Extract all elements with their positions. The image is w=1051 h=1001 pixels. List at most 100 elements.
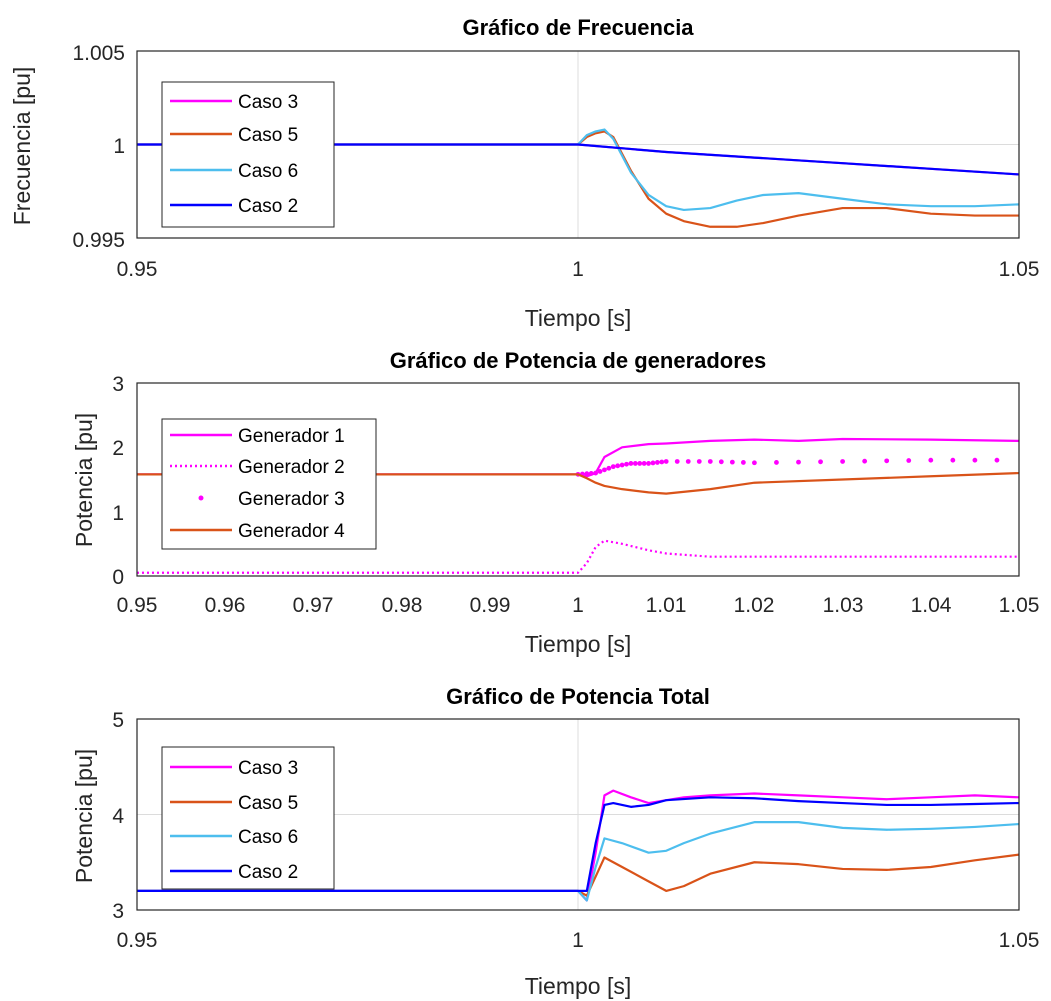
- series-point: [628, 461, 634, 466]
- series-point: [646, 461, 651, 466]
- series-point: [602, 467, 607, 473]
- legend-label: Caso 2: [238, 196, 298, 217]
- total-chart-series: [137, 789, 1020, 902]
- generators-chart: Gráfico de Potencia de generadores Poten…: [71, 348, 1039, 657]
- series-point: [752, 460, 757, 466]
- legend-label: Generador 3: [238, 489, 345, 510]
- frequency-ytick-label: 1: [113, 135, 125, 158]
- total-chart-ylabel: Potencia [pu]: [71, 749, 97, 883]
- legend-label: Caso 5: [238, 125, 298, 146]
- series-point: [615, 463, 621, 469]
- total-chart: Gráfico de Potencia Total Potencia [pu] …: [71, 684, 1039, 999]
- legend-label: Generador 1: [238, 426, 345, 447]
- legend-swatch: [198, 495, 204, 501]
- series-point: [593, 470, 599, 476]
- series-point: [663, 459, 669, 464]
- series-point: [650, 460, 656, 466]
- series-point: [707, 459, 713, 464]
- series-point: [597, 469, 603, 474]
- legend-label: Caso 5: [238, 793, 298, 814]
- series-point: [624, 461, 629, 467]
- legend-label: Generador 4: [238, 521, 345, 542]
- series-point: [696, 459, 702, 464]
- series-point: [641, 461, 647, 466]
- legend-label: Caso 2: [238, 862, 298, 883]
- series-point: [862, 458, 868, 464]
- series-point: [818, 459, 823, 465]
- generators-ytick-label: 1: [112, 502, 124, 525]
- legend-label: Caso 3: [238, 92, 298, 113]
- generators-chart-legend: Generador 1 Generador 2 Generador 3 Gene…: [161, 418, 377, 550]
- generators-ytick-label: 2: [112, 437, 124, 460]
- legend-label: Caso 3: [238, 758, 298, 779]
- generators-xtick-label: 1.04: [911, 594, 952, 617]
- generators-chart-ylabel: Potencia [pu]: [71, 413, 97, 547]
- frequency-chart-ylabel: Frecuencia [pu]: [9, 67, 35, 226]
- series-point: [685, 459, 691, 464]
- series-point: [619, 462, 625, 468]
- generators-chart-xticks: 0.95 0.96 0.97 0.98 0.99 1 1.01 1.02 1.0…: [117, 594, 1040, 617]
- total-ytick-label: 5: [112, 709, 124, 732]
- generators-ytick-label: 3: [112, 373, 124, 396]
- series-point: [774, 460, 779, 465]
- total-chart-yticks: 3 4 5: [112, 709, 124, 923]
- frequency-chart-xticks: 0.95 1 1.05: [117, 258, 1040, 281]
- series-line-caso-6: [137, 128, 1020, 212]
- series-point: [729, 459, 735, 465]
- total-ytick-label: 3: [112, 900, 124, 923]
- frequency-chart-xlabel: Tiempo [s]: [525, 305, 632, 331]
- legend-label: Caso 6: [238, 161, 298, 182]
- total-ytick-label: 4: [112, 805, 124, 828]
- series-point: [588, 470, 594, 476]
- frequency-chart-axes: [136, 50, 1020, 239]
- frequency-chart-series: [137, 128, 1020, 228]
- generators-xtick-label: 0.95: [117, 594, 158, 617]
- series-point: [884, 458, 890, 464]
- series-point: [994, 457, 1000, 463]
- series-point: [740, 460, 746, 465]
- series-point: [632, 461, 638, 466]
- generators-xtick-label: 0.99: [470, 594, 511, 617]
- series-line-caso-5: [137, 853, 1020, 897]
- total-chart-xlabel: Tiempo [s]: [525, 973, 632, 999]
- generators-chart-yticks: 0 1 2 3: [112, 373, 124, 589]
- generators-xtick-label: 1.05: [999, 594, 1040, 617]
- generators-xtick-label: 1.02: [734, 594, 775, 617]
- frequency-chart-legend: Caso 3 Caso 5 Caso 6 Caso 2: [161, 81, 335, 228]
- series-point: [972, 457, 978, 463]
- generators-xtick-label: 1: [572, 594, 584, 617]
- total-chart-axes: [136, 718, 1020, 911]
- legend-box: [161, 81, 335, 228]
- series-point: [637, 461, 643, 466]
- series-point: [674, 459, 680, 464]
- generators-xtick-label: 1.03: [823, 594, 864, 617]
- series-point: [840, 459, 845, 464]
- legend-label: Generador 2: [238, 457, 345, 478]
- series-line-caso-6: [137, 821, 1020, 902]
- generators-xtick-label: 1.01: [646, 594, 687, 617]
- total-xtick-label: 1.05: [999, 929, 1040, 952]
- series-point: [950, 457, 956, 463]
- total-chart-legend: Caso 3 Caso 5 Caso 6 Caso 2: [161, 746, 335, 890]
- generators-xtick-label: 0.96: [205, 594, 246, 617]
- series-point: [659, 459, 665, 465]
- frequency-xtick-label: 1.05: [999, 258, 1040, 281]
- generators-chart-series: [137, 437, 1020, 574]
- frequency-chart-yticks: 0.995 1 1.005: [72, 42, 125, 252]
- generators-chart-axes: [136, 382, 1020, 577]
- series-point: [610, 464, 616, 470]
- total-chart-xticks: 0.95 1 1.05: [117, 929, 1040, 952]
- frequency-chart: Gráfico de Frecuencia Frecuencia [pu] Ti…: [9, 15, 1039, 331]
- series-point: [718, 459, 724, 465]
- series-point: [584, 471, 590, 477]
- series-line-caso-5: [137, 130, 1019, 228]
- series-point: [928, 457, 934, 463]
- series-line-caso-2: [137, 796, 1020, 893]
- frequency-xtick-label: 1: [572, 258, 584, 281]
- generators-xtick-label: 0.97: [293, 594, 334, 617]
- series-line-caso-2: [137, 143, 1020, 176]
- series-point: [606, 465, 612, 471]
- frequency-ytick-label: 1.005: [72, 42, 125, 65]
- frequency-chart-title: Gráfico de Frecuencia: [462, 15, 694, 40]
- series-line-generador-1: [137, 437, 1020, 478]
